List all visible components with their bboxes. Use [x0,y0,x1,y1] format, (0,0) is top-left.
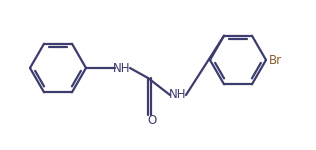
Text: NH: NH [113,61,131,75]
Text: Br: Br [269,54,282,66]
Text: O: O [147,114,157,126]
Text: NH: NH [169,88,187,102]
